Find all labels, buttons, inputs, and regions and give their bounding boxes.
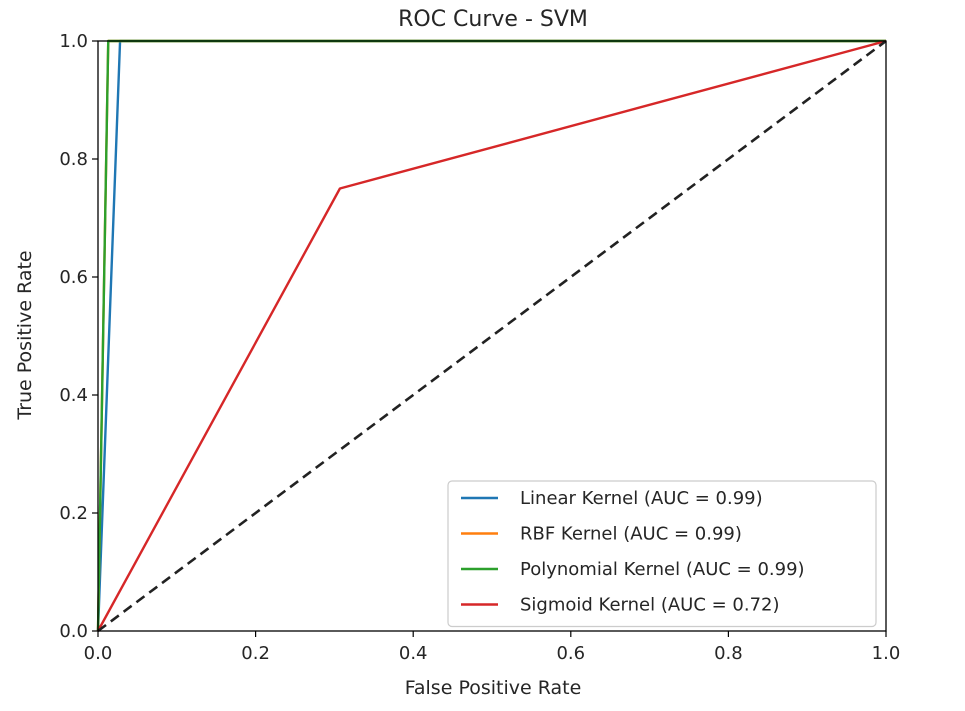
series-line-3 xyxy=(96,39,887,632)
x-axis-label: False Positive Rate xyxy=(405,677,582,699)
x-tick-label: 0.2 xyxy=(241,643,270,664)
legend-label: Sigmoid Kernel (AUC = 0.72) xyxy=(520,595,780,616)
y-tick-label: 0.0 xyxy=(59,621,88,642)
x-tick-label: 0.8 xyxy=(714,643,743,664)
y-axis-label: True Positive Rate xyxy=(14,250,36,420)
legend-label: Polynomial Kernel (AUC = 0.99) xyxy=(520,559,805,580)
x-tick-label: 0.4 xyxy=(399,643,428,664)
x-tick-label: 0.6 xyxy=(556,643,585,664)
y-tick-label: 0.4 xyxy=(59,385,88,406)
legend-box xyxy=(447,480,877,628)
y-tick-label: 0.8 xyxy=(59,149,88,170)
x-axis-ticks: 0.0 0.2 0.4 0.6 0.8 1.0 xyxy=(84,631,901,664)
y-tick-label: 0.2 xyxy=(59,503,88,524)
chart-title: ROC Curve - SVM xyxy=(398,7,588,32)
y-axis-ticks: 0.0 0.2 0.4 0.6 0.8 1.0 xyxy=(59,31,98,642)
reference-diagonal-line xyxy=(97,39,887,633)
y-tick-label: 1.0 xyxy=(59,31,88,52)
legend-label: Linear Kernel (AUC = 0.99) xyxy=(520,488,763,509)
x-tick-label: 0.0 xyxy=(84,643,113,664)
x-tick-label: 1.0 xyxy=(872,643,901,664)
legend: Linear Kernel (AUC = 0.99) RBF Kernel (AU… xyxy=(447,480,877,628)
y-tick-label: 0.6 xyxy=(59,267,88,288)
legend-label: RBF Kernel (AUC = 0.99) xyxy=(520,524,742,545)
plot-frame xyxy=(97,40,887,632)
